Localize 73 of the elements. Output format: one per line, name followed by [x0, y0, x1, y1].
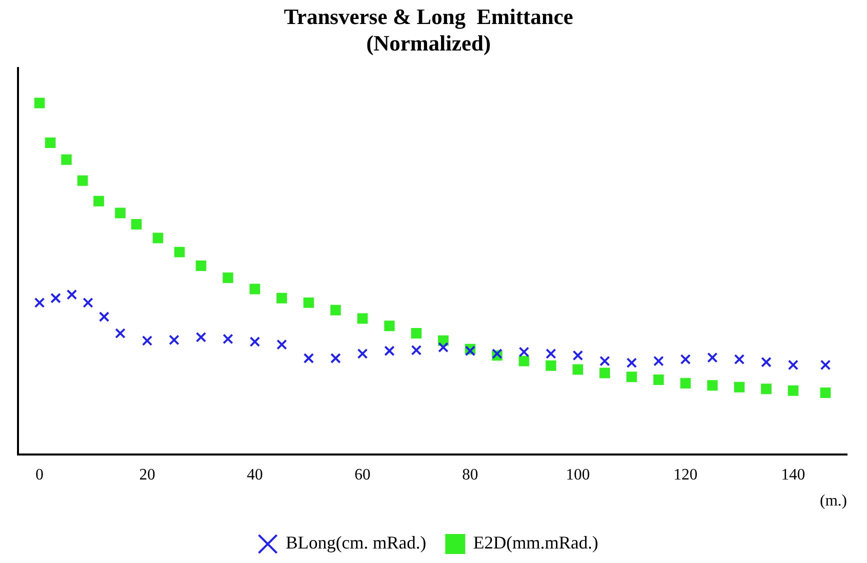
point [196, 332, 206, 342]
point [820, 360, 831, 370]
point [518, 356, 530, 366]
point [707, 380, 718, 391]
point [384, 320, 395, 332]
point [653, 374, 664, 385]
x-tick-label: 140 [781, 466, 806, 484]
point [276, 292, 288, 304]
point [276, 339, 288, 350]
point [680, 354, 691, 365]
point [761, 356, 772, 368]
point [250, 336, 260, 347]
point [250, 284, 260, 294]
x-tick-label: 80 [462, 466, 478, 484]
point [34, 297, 45, 308]
point [330, 353, 341, 364]
point [142, 335, 152, 346]
point [357, 313, 368, 324]
point [653, 356, 664, 366]
point [572, 350, 584, 361]
point [303, 297, 314, 308]
point [680, 378, 691, 388]
point [303, 353, 314, 364]
point [66, 289, 78, 300]
x-tick-label: 20 [139, 466, 156, 484]
point [115, 328, 126, 339]
point [546, 348, 556, 359]
legend-label: E2D(mm.mRad.) [473, 532, 598, 553]
legend-label: BLong(cm. mRad.) [286, 532, 426, 553]
point [34, 98, 45, 108]
point [734, 382, 745, 392]
point [357, 348, 368, 359]
point [222, 334, 234, 344]
point [734, 354, 745, 365]
point [196, 260, 206, 272]
point [600, 356, 610, 366]
point [98, 312, 110, 322]
point [330, 304, 341, 316]
chart-subtitle: (Normalized) [366, 30, 491, 56]
x-tick-label: 40 [246, 466, 263, 484]
point [761, 384, 772, 394]
point [61, 154, 72, 165]
point [600, 368, 610, 378]
point [626, 372, 637, 382]
point [411, 344, 422, 356]
point [820, 387, 831, 398]
x-tick-label: 100 [566, 466, 590, 484]
point [707, 352, 718, 363]
point [174, 246, 185, 258]
point [82, 297, 94, 308]
point [131, 219, 142, 230]
x-tick-label: 120 [674, 466, 698, 484]
point [115, 208, 126, 218]
point [411, 328, 422, 339]
point [152, 232, 164, 244]
point [546, 360, 556, 371]
point [168, 334, 180, 346]
point [572, 364, 584, 375]
point [50, 292, 61, 304]
point [788, 385, 798, 396]
point [45, 137, 56, 148]
point [77, 175, 88, 186]
x-axis-title: (m.) [820, 492, 847, 510]
point [384, 346, 395, 356]
point [438, 342, 449, 353]
point [94, 196, 104, 206]
x-tick-label: 0 [36, 466, 44, 484]
point [222, 272, 234, 283]
x-tick-label: 60 [354, 466, 371, 484]
point [788, 360, 798, 370]
point [518, 346, 530, 358]
chart-title: Transverse & Long Emittance [284, 4, 574, 29]
point [626, 358, 637, 368]
